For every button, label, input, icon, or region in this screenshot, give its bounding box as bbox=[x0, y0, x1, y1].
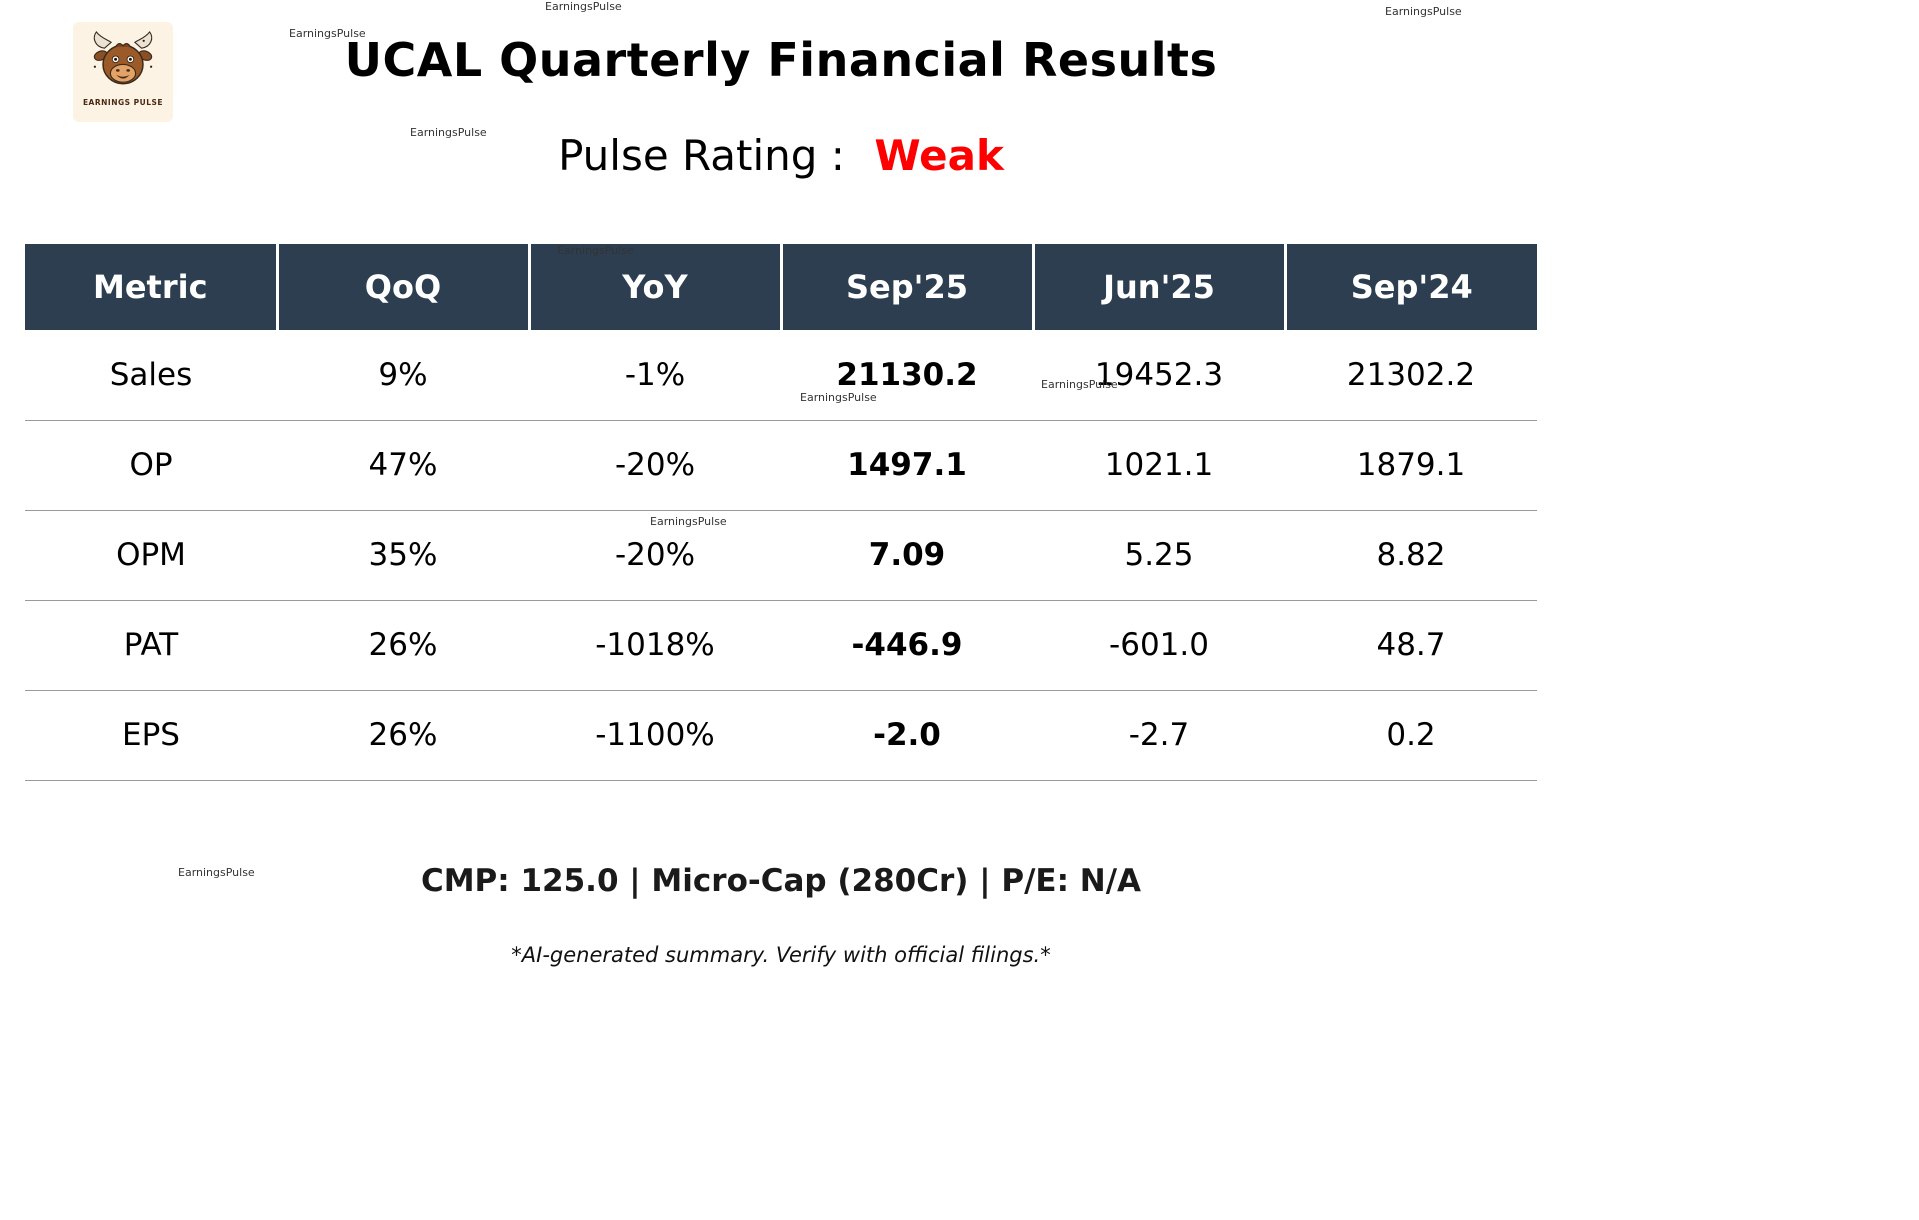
col-header-yoy: YoY bbox=[527, 244, 781, 330]
col-header-metric: Metric bbox=[25, 244, 277, 330]
logo-brand-text: EARNINGS PULSE bbox=[82, 98, 164, 107]
op-metric-cell: OP bbox=[25, 420, 277, 511]
table-row-sales: Sales 9% -1% 21130.2 19452.3 21302.2 bbox=[25, 330, 1537, 421]
pat-qoq-cell: 26% bbox=[277, 600, 529, 691]
pat-sep24-cell: 48.7 bbox=[1285, 600, 1537, 691]
eps-yoy-cell: -1100% bbox=[529, 690, 781, 781]
sales-qoq-cell: 9% bbox=[277, 330, 529, 421]
watermark-text: EarningsPulse bbox=[1385, 5, 1462, 18]
opm-qoq-cell: 35% bbox=[277, 510, 529, 601]
opm-sep25-cell: 7.09 bbox=[781, 510, 1033, 601]
table-row-op: OP 47% -20% 1497.1 1021.1 1879.1 bbox=[25, 420, 1537, 511]
opm-jun25-cell: 5.25 bbox=[1033, 510, 1285, 601]
watermark-text: EarningsPulse bbox=[800, 391, 877, 404]
op-qoq-cell: 47% bbox=[277, 420, 529, 511]
eps-sep25-cell: -2.0 bbox=[781, 690, 1033, 781]
bull-mascot-icon bbox=[93, 30, 153, 85]
pat-metric-cell: PAT bbox=[25, 600, 277, 691]
watermark-text: EarningsPulse bbox=[410, 126, 487, 139]
sales-sep25-cell: 21130.2 bbox=[781, 330, 1033, 421]
col-header-qoq: QoQ bbox=[275, 244, 529, 330]
pulse-rating-value: Weak bbox=[874, 131, 1004, 180]
op-sep24-cell: 1879.1 bbox=[1285, 420, 1537, 511]
sales-sep24-cell: 21302.2 bbox=[1285, 330, 1537, 421]
pat-yoy-cell: -1018% bbox=[529, 600, 781, 691]
sales-jun25-cell: 19452.3 bbox=[1033, 330, 1285, 421]
cmp-summary-line: CMP: 125.0 | Micro-Cap (280Cr) | P/E: N/… bbox=[420, 862, 1142, 899]
content-column: UCAL Quarterly Financial Results Pulse R… bbox=[25, 0, 1537, 967]
earnings-pulse-logo: EARNINGS PULSE bbox=[73, 22, 173, 122]
op-sep25-cell: 1497.1 bbox=[781, 420, 1033, 511]
opm-metric-cell: OPM bbox=[25, 510, 277, 601]
ai-disclaimer: *AI-generated summary. Verify with offic… bbox=[511, 942, 1051, 967]
watermark-text: EarningsPulse bbox=[545, 0, 622, 13]
pat-jun25-cell: -601.0 bbox=[1033, 600, 1285, 691]
eps-sep24-cell: 0.2 bbox=[1285, 690, 1537, 781]
table-row-opm: OPM 35% -20% 7.09 5.25 8.82 bbox=[25, 510, 1537, 601]
table-row-eps: EPS 26% -1100% -2.0 -2.7 0.2 bbox=[25, 690, 1537, 781]
op-jun25-cell: 1021.1 bbox=[1033, 420, 1285, 511]
table-row-pat: PAT 26% -1018% -446.9 -601.0 48.7 bbox=[25, 600, 1537, 691]
watermark-text: EarningsPulse bbox=[557, 244, 634, 257]
col-header-sep25: Sep'25 bbox=[779, 244, 1033, 330]
watermark-text: EarningsPulse bbox=[289, 27, 366, 40]
sales-yoy-cell: -1% bbox=[529, 330, 781, 421]
eps-metric-cell: EPS bbox=[25, 690, 277, 781]
page-title: UCAL Quarterly Financial Results bbox=[344, 33, 1218, 87]
financial-results-table: Metric QoQ YoY Sep'25 Jun'25 Sep'24 Sale… bbox=[25, 244, 1537, 781]
watermark-text: EarningsPulse bbox=[1041, 378, 1118, 391]
col-header-sep24: Sep'24 bbox=[1283, 244, 1537, 330]
opm-yoy-cell: -20% bbox=[529, 510, 781, 601]
opm-sep24-cell: 8.82 bbox=[1285, 510, 1537, 601]
table-header-row: Metric QoQ YoY Sep'25 Jun'25 Sep'24 bbox=[25, 244, 1537, 330]
col-header-jun25: Jun'25 bbox=[1031, 244, 1285, 330]
sales-metric-cell: Sales bbox=[25, 330, 277, 421]
pulse-rating-label: Pulse Rating : bbox=[558, 131, 845, 180]
watermark-text: EarningsPulse bbox=[650, 515, 727, 528]
eps-qoq-cell: 26% bbox=[277, 690, 529, 781]
eps-jun25-cell: -2.7 bbox=[1033, 690, 1285, 781]
watermark-text: EarningsPulse bbox=[178, 866, 255, 879]
pat-sep25-cell: -446.9 bbox=[781, 600, 1033, 691]
pulse-rating: Pulse Rating : Weak bbox=[25, 131, 1537, 180]
op-yoy-cell: -20% bbox=[529, 420, 781, 511]
